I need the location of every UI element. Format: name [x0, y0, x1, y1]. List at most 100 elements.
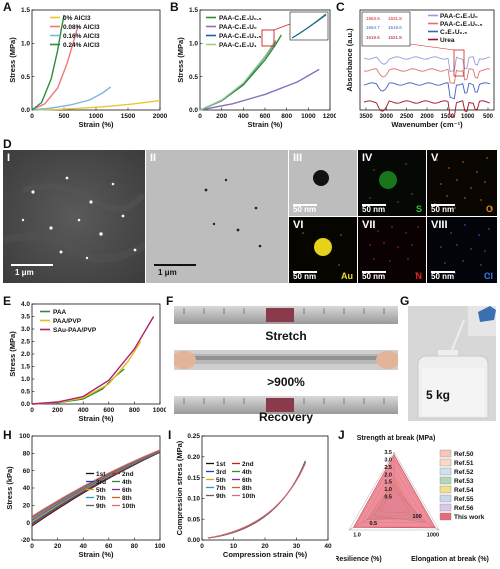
legend-label: PAA — [53, 309, 67, 316]
label-stretch: Stretch — [265, 329, 307, 343]
tem-texture — [146, 150, 288, 283]
legend-label: 0.16% AlCl3 — [63, 33, 100, 40]
legend-label: 7th — [216, 485, 226, 492]
scale-text-vi: 50 nm — [293, 272, 317, 281]
x-tick-label: 2500 — [400, 114, 414, 120]
x-tick-label: 2000 — [420, 114, 434, 120]
peak-label: 1619.6 — [366, 35, 380, 40]
panel-letter-h: H — [3, 428, 12, 442]
label-recovery: Recovery — [258, 410, 314, 424]
scale-text-iii: 50 nm — [293, 205, 317, 214]
y-tick-label: 0.10 — [187, 496, 200, 503]
x-tick-label: 80 — [131, 543, 139, 550]
legend-swatch — [439, 458, 452, 467]
element-au: Au — [341, 271, 353, 281]
tile-v: V 50 nm O — [427, 150, 497, 216]
series-line — [199, 68, 320, 111]
label-ratio: >900% — [267, 375, 305, 389]
series-line — [31, 316, 155, 405]
x-tick-label: 0 — [30, 407, 34, 414]
panel-letter-j: J — [338, 428, 345, 442]
y-axis-label: Absorbance (a.u.) — [345, 28, 354, 92]
legend-swatch — [439, 494, 452, 503]
cycle-curve — [207, 463, 306, 539]
tile-label-viii: VIII — [431, 219, 448, 231]
x-tick-label: 600 — [103, 407, 114, 414]
scalebar-iii — [293, 204, 317, 206]
x-axis-label: Strain (%) — [78, 414, 114, 423]
y-tick-label: 40 — [23, 485, 31, 492]
legend-label: 4th — [122, 479, 132, 486]
scale-text-vii: 50 nm — [362, 272, 386, 281]
y-axis-label: Stress (MPa) — [8, 331, 17, 377]
y-tick-label: 80 — [23, 451, 31, 458]
legend-label: PAA-C₁E₄U₁.₅ — [219, 33, 261, 40]
legend-label: Ref.55 — [454, 496, 474, 503]
x-axis-label: Strain (%) — [78, 550, 114, 559]
legend-label: 9th — [96, 503, 106, 510]
scale-text-v: 50 nm — [431, 205, 455, 214]
radar-axis-label: Elongation at break (%) — [411, 556, 489, 563]
scale-text-viii: 50 nm — [431, 272, 455, 281]
legend-label: Ref.51 — [454, 460, 474, 467]
y-tick-label: 1.5 — [189, 7, 198, 14]
radar-tick: 1000 — [427, 533, 439, 539]
panel-letter-i: I — [168, 428, 172, 442]
legend-label: 0.08% AlCl3 — [63, 24, 100, 31]
legend-label: 8th — [242, 485, 252, 492]
y-axis-label: Stress (MPa) — [8, 37, 17, 83]
legend-swatch — [439, 476, 452, 485]
tile-iv: IV 50 nm S — [358, 150, 426, 216]
legend-label: 8th — [122, 495, 132, 502]
radar-tick: 100 — [413, 514, 422, 520]
y-axis-label: Compression stress (MPa) — [175, 440, 184, 535]
radar-grid — [348, 451, 440, 531]
legend-label: PAA-C₁E₄U₀ — [440, 13, 478, 20]
x-tick-label: 500 — [59, 113, 70, 120]
radar-tick: 1.0 — [353, 533, 361, 539]
element-n: N — [415, 271, 423, 281]
peak-label: 1621.8 — [388, 35, 402, 40]
cycle-curve — [31, 449, 161, 517]
x-tick-label: 200 — [52, 407, 63, 414]
x-tick-label: 0 — [198, 113, 202, 120]
y-tick-label: 2.0 — [21, 351, 30, 358]
element-o: O — [485, 204, 493, 214]
y-tick-label: 3.0 — [21, 326, 30, 333]
chart-j: 0.51.01.52.02.53.03.510010001.00.5Streng… — [336, 435, 489, 563]
legend-label: 7th — [96, 495, 106, 502]
x-tick-label: 1000 — [89, 113, 104, 120]
legend-label: 1st — [96, 471, 106, 478]
x-tick-label: 200 — [216, 113, 227, 120]
y-tick-label: 0 — [26, 520, 30, 527]
x-tick-label: 2000 — [153, 113, 168, 120]
legend-label: PAA-C₁E₄U₀ — [219, 24, 257, 31]
x-tick-label: 1000 — [461, 114, 475, 120]
series-line — [199, 39, 277, 111]
radar-tick: 2.5 — [384, 465, 392, 471]
inset-line — [291, 14, 327, 39]
legend-label: Ref.50 — [454, 451, 474, 458]
ftir-spectrum — [363, 68, 491, 85]
x-tick-label: 1000 — [301, 113, 316, 120]
x-axis-label: Wavenumber (cm⁻¹) — [391, 120, 463, 129]
radar-axis-label: Strength at break (MPa) — [357, 435, 436, 442]
tile-label-vi: VI — [293, 219, 304, 231]
y-tick-label: 0.5 — [21, 74, 30, 81]
legend-label: PAA/PVP — [53, 318, 82, 325]
legend-label: PAA-C₁E₄U₀.₅ — [440, 21, 483, 28]
chart-a: 0 500 1000 1500 2000 0.0 0.5 1.0 1.5 Strain (%) St… — [8, 7, 168, 129]
legend-label: PAA-C₁E₄U₁ — [219, 42, 257, 49]
x-tick-label: 100 — [155, 543, 166, 550]
x-tick-label: 3000 — [380, 114, 394, 120]
scalebar-vii — [362, 271, 386, 273]
rulers-illustration — [174, 306, 398, 414]
x-tick-label: 0 — [30, 113, 34, 120]
panel-letter-c: C — [336, 0, 345, 14]
scale-text-ii: 1 μm — [158, 268, 177, 277]
tile-tem-ii: II 1 μm — [146, 150, 288, 283]
x-axis-label: Strain (%) — [247, 120, 283, 129]
chart-c: 3500 3000 2500 2000 1500 1000 500 Wavenumber (c… — [345, 9, 495, 129]
y-tick-label: 0.5 — [189, 74, 198, 81]
radar-series — [353, 454, 436, 529]
